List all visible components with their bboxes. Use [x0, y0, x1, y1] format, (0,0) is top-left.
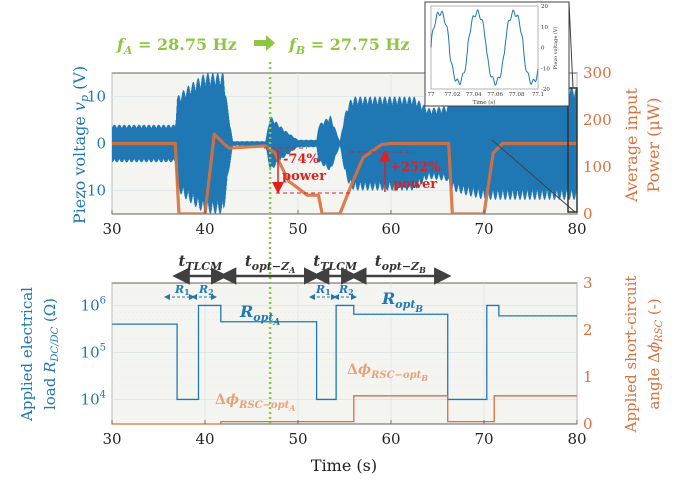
inset-waveform	[430, 9, 539, 86]
svg-text:R1: R1	[315, 283, 331, 297]
inset-x-tick: 77.02	[445, 92, 461, 98]
y-right-tick-label: 300	[583, 64, 612, 82]
y-left-tick-label: 105	[81, 342, 106, 361]
fa-label: fA = 28.75 Hz	[116, 35, 237, 57]
x-tick-label: 80	[567, 220, 586, 238]
piezo-voltage-series	[112, 73, 577, 214]
r-opt-a-label: RoptA	[239, 302, 280, 328]
inset-y-tick: 10	[541, 25, 548, 31]
x-tick-label: 80	[567, 430, 586, 448]
phase-arrows: tTLCM topt−ZA tTLCM topt−ZB	[172, 252, 452, 285]
x-tick-label: 30	[102, 220, 121, 238]
phase-label: tTLCM	[178, 252, 223, 273]
inset-y-label: Piezo voltage (V)	[552, 27, 559, 70]
y-right-tick-label: 1	[583, 368, 593, 386]
x-tick-label: 60	[381, 220, 400, 238]
inset: 77 77.02 77.04 77.06 77.08 77.1 20 10 0 -10 -20 Ti…	[424, 1, 578, 213]
bottom-panel: 30 40 50 60 70 80 106 105 104 3 2 1 0	[81, 274, 593, 448]
top-y-left-ticks: 10 0 -10	[82, 88, 106, 200]
inset-x-tick: 77.1	[532, 92, 544, 98]
inset-y-tick: 0	[541, 46, 545, 52]
bottom-y-right-label: Applied short-circuit	[622, 276, 640, 434]
load-series	[112, 304, 577, 401]
angle-series	[112, 395, 577, 425]
r1-r2-markers-a: R1 R2	[164, 283, 217, 300]
r-opt-b-label: RoptB	[381, 289, 423, 315]
annotation-plus-252: +252%	[390, 160, 441, 175]
bottom-x-label: Time (s)	[311, 456, 377, 475]
top-y-right-label-2: Power (μW)	[644, 98, 663, 193]
y-left-tick-label: 10	[87, 88, 106, 106]
bottom-y-left-label: Applied electrical	[18, 287, 36, 422]
phase-label: topt−ZB	[375, 252, 426, 275]
x-tick-label: 60	[381, 430, 400, 448]
inset-x-tick: 77	[428, 92, 435, 98]
bottom-y-right-ticks: 3 2 1 0	[583, 274, 593, 433]
x-tick-label: 40	[195, 430, 214, 448]
y-right-tick-label: 0	[583, 415, 593, 433]
y-right-tick-label: 0	[583, 205, 593, 223]
inset-y-tick: -20	[541, 87, 550, 93]
inset-zoom-box	[567, 87, 578, 213]
top-y-right-label: Average input	[622, 88, 641, 203]
inset-x-tick: 77.06	[487, 92, 503, 98]
top-y-left-label: Piezo voltage vp (V)	[70, 66, 91, 224]
annotation-minus-74: -74%	[283, 152, 319, 167]
bottom-series	[112, 304, 577, 425]
y-right-tick-label: 3	[583, 274, 593, 292]
inset-y-tick: 20	[541, 4, 548, 10]
frequency-labels: fA = 28.75 Hz fB = 27.75 Hz	[116, 35, 410, 57]
bottom-plot-area	[111, 282, 578, 425]
annotation-plus-252-power: power	[393, 177, 437, 192]
svg-text:R2: R2	[338, 283, 354, 297]
x-tick-label: 70	[474, 430, 493, 448]
power-annotations: -74% power +252% power	[264, 147, 441, 194]
inset-ticks: 77 77.02 77.04 77.06 77.08 77.1 20 10 0 -10 -20	[428, 4, 551, 98]
inset-y-tick: -10	[541, 66, 550, 72]
y-left-tick-label: 0	[96, 135, 106, 153]
x-tick-label: 30	[102, 430, 121, 448]
x-tick-label: 70	[474, 220, 493, 238]
x-tick-label: 40	[195, 220, 214, 238]
annotation-minus-74-power: power	[282, 169, 326, 184]
inset-x-label: Time (s)	[473, 99, 496, 106]
inset-x-tick: 77.04	[466, 92, 482, 98]
bottom-y-left-ticks: 106 105 104	[81, 295, 106, 408]
bottom-x-ticks: 30 40 50 60 70 80	[102, 420, 587, 448]
y-left-tick-label: 104	[81, 389, 106, 408]
bottom-annotations: RoptA RoptB ΔϕRSC−optA ΔϕRSC−optB R1 R2 …	[164, 283, 428, 413]
fb-label: fB = 27.75 Hz	[288, 35, 410, 57]
bottom-y-left-label-2: load RDC/DC (Ω)	[41, 298, 61, 410]
r1-r2-markers-b: R1 R2	[309, 283, 357, 300]
phase-label: topt−ZA	[245, 252, 296, 275]
y-right-tick-label: 2	[583, 321, 593, 339]
bottom-y-right-label-2: angle ΔϕRSC (-)	[645, 298, 665, 409]
top-series	[112, 73, 577, 214]
y-left-tick-label: -10	[82, 182, 106, 200]
svg-text:R2: R2	[198, 283, 214, 297]
power-series	[112, 132, 577, 214]
y-right-tick-label: 100	[583, 158, 612, 176]
x-tick-label: 50	[288, 220, 307, 238]
top-x-ticks: 30 40 50 60 70 80	[102, 210, 587, 238]
inset-plot-area	[430, 5, 539, 90]
x-tick-label: 50	[288, 430, 307, 448]
y-left-tick-label: 106	[81, 295, 106, 314]
y-right-tick-label: 200	[583, 111, 612, 129]
inset-x-tick: 77.08	[509, 92, 525, 98]
frequency-change-arrow	[254, 35, 275, 51]
svg-text:R1: R1	[174, 283, 190, 297]
phase-label: tTLCM	[313, 252, 358, 273]
top-y-right-ticks: 300 200 100 0	[583, 64, 612, 223]
